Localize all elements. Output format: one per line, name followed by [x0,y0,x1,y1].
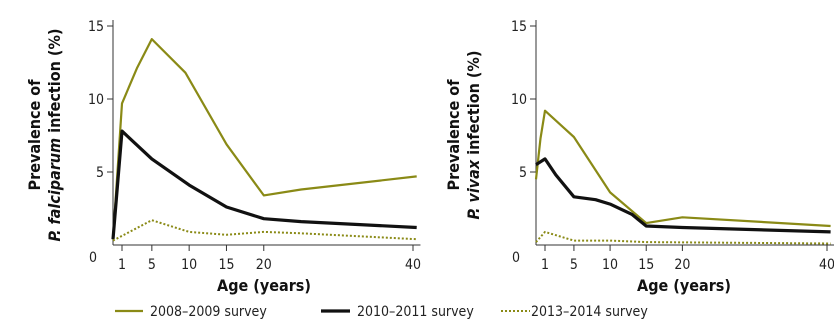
y-title-species: P. vivax [464,159,483,219]
legend: 2008–2009 survey 2010–2011 survey 2013–2… [115,304,648,320]
x-tick-label: 40 [819,257,834,273]
x-tick-label: 10 [602,257,618,273]
x-tick-label: 20 [256,257,272,273]
x-tick-label: 15 [218,257,234,273]
x-tick-label: 0 [512,250,520,266]
legend-label-2010: 2010–2011 survey [357,304,474,320]
x-tick-label: 0 [89,250,97,266]
series-line-s2008 [534,109,831,228]
series-line-s2013 [112,219,417,242]
x-tick-label: 5 [148,257,156,273]
y-tick-label: 15 [511,19,527,35]
legend-label-2013: 2013–2014 survey [531,304,648,320]
x-tick-label: 5 [570,257,578,273]
y-tick-label: 10 [511,92,527,108]
series-line-s2008 [111,37,417,240]
x-tick-label: 15 [638,257,654,273]
series-line-s2013 [535,230,831,245]
x-axis-title: Age (years) [637,276,731,295]
x-axis-title: Age (years) [217,276,311,295]
legend-label-2008: 2008–2009 survey [150,304,267,320]
y-tick-label: 5 [519,165,527,181]
y-title-line1: Prevalence of [444,79,463,191]
y-tick-label: 10 [88,92,104,108]
x-tick-label: 20 [674,257,690,273]
y-axis-title: Prevalence ofP. falciparum infection (%) [25,29,64,242]
y-title-line1: Prevalence of [25,79,44,191]
y-title-species: P. falciparum [45,138,64,242]
y-tick-label: 15 [88,19,104,35]
y-title-rest: infection (%) [45,29,64,138]
x-tick-label: 1 [541,257,549,273]
x-tick-label: 1 [118,257,126,273]
series-line-s2010 [535,157,831,234]
series-line-s2010 [111,129,417,240]
y-axis-title: Prevalence ofP. vivax infection (%) [444,51,483,220]
x-tick-label: 40 [405,257,421,273]
y-tick-label: 5 [96,165,104,181]
x-tick-label: 10 [181,257,197,273]
y-title-rest: infection (%) [464,51,483,160]
